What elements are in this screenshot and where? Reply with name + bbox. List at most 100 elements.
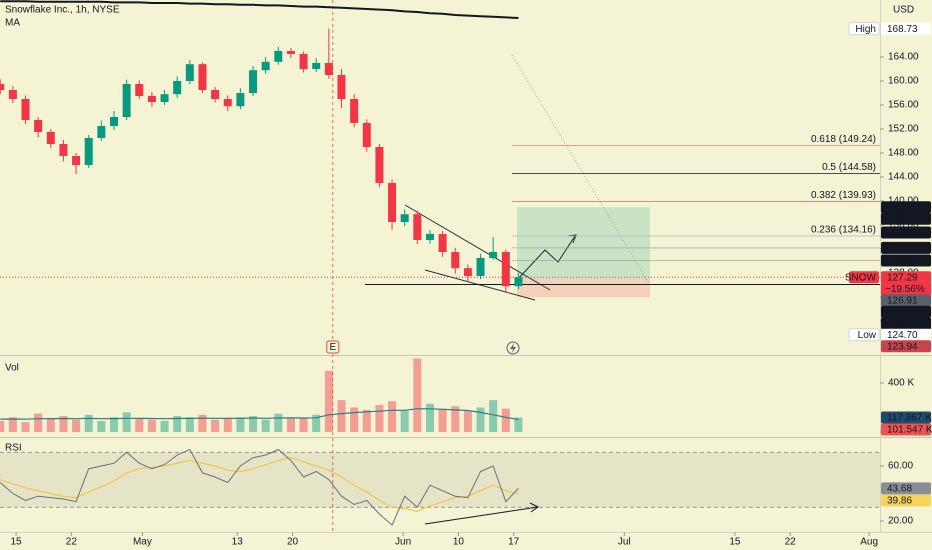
candle-body: [337, 74, 346, 99]
axis-label-box: [881, 294, 931, 307]
y-tick-label: 136.00: [888, 220, 919, 231]
volume-bar: [274, 413, 283, 432]
candle-body: [388, 182, 397, 222]
axis-label-box: [881, 494, 931, 507]
candle-body: [59, 143, 68, 156]
volume-ma-line: [0, 408, 519, 421]
axis-label-box: [881, 423, 931, 436]
volume-bar: [324, 370, 333, 432]
candle-body: [274, 50, 283, 62]
axis-label-box: [881, 201, 931, 214]
lightning-icon: [510, 343, 516, 353]
projection-arrow: [516, 235, 576, 281]
volume-bar: [249, 416, 258, 432]
x-tick-label: 10: [453, 537, 465, 548]
y-tick-label: 400 K: [888, 378, 914, 389]
volume-bar: [21, 422, 30, 432]
volume-bar: [337, 400, 346, 432]
volume-bar: [185, 417, 194, 432]
candle-body: [438, 233, 447, 252]
x-tick-label: 20: [287, 537, 299, 548]
axis-label-box: [881, 226, 931, 239]
candle-body: [312, 62, 321, 69]
axis-label: 126.12: [887, 307, 918, 318]
volume-label: Vol: [5, 363, 19, 374]
loss-zone: [517, 279, 650, 298]
volume-bar: [211, 419, 220, 432]
axis-label-box: [881, 305, 931, 318]
axis-label: 123.94: [887, 341, 918, 352]
axis-label: 117.867 K: [887, 413, 932, 424]
volume-bar: [286, 417, 295, 432]
axis-label: 101.547 K: [887, 425, 932, 436]
x-tick-label: May: [133, 537, 152, 548]
candle-body: [122, 83, 131, 117]
axis-label-box: [881, 254, 931, 267]
axis-label: 138.95: [887, 202, 918, 213]
candle-body: [173, 80, 182, 95]
currency-label: USD: [893, 5, 914, 16]
candle-body: [400, 214, 409, 222]
candle-body: [324, 62, 333, 75]
chart-title: Snowflake Inc., 1h, NYSE: [5, 5, 120, 16]
x-tick-label: Jul: [618, 537, 631, 548]
candle-body: [109, 116, 118, 126]
fib-label: 0.382 (139.93): [811, 190, 876, 201]
y-tick-label: 164.00: [888, 52, 919, 63]
candle-body: [21, 98, 30, 120]
fib-label: 0.236 (134.16): [811, 225, 876, 236]
axis-tag: Low: [858, 330, 877, 341]
candle-body: [425, 233, 434, 240]
candle-body: [236, 92, 245, 107]
candle-body: [501, 251, 510, 287]
candle-body: [72, 155, 81, 165]
axis-tag-box: [848, 22, 880, 36]
candle-body: [514, 277, 523, 287]
candle-body: [463, 268, 472, 276]
arrow-head: [567, 234, 577, 244]
volume-bar: [0, 420, 5, 432]
axis-label-box: [881, 317, 931, 330]
y-tick-label: 160.00: [888, 76, 919, 87]
volume-bar: [476, 407, 485, 432]
axis-label: 134.75: [887, 228, 918, 239]
candle-body: [46, 131, 55, 144]
volume-bar: [59, 416, 68, 432]
axis-label-box: [881, 22, 931, 35]
x-tick-label: 17: [508, 537, 520, 548]
volume-bar: [362, 409, 371, 432]
rsi-ma-line: [0, 457, 519, 512]
x-tick-label: 22: [785, 537, 797, 548]
candle-body: [451, 251, 460, 269]
volume-bar: [109, 417, 118, 432]
volume-bar: [34, 413, 43, 432]
candle-body: [489, 251, 498, 258]
x-tick-label: Aug: [860, 537, 878, 548]
candle-body: [97, 125, 106, 138]
volume-bar: [299, 418, 308, 432]
axis-label: 138.71: [887, 214, 918, 225]
axis-label-box: [881, 340, 931, 353]
candle-body: [198, 64, 207, 90]
ma-line: [0, 0, 519, 19]
x-tick-label: Jun: [395, 537, 411, 548]
volume-bar: [350, 407, 359, 432]
candle-body: [135, 83, 144, 96]
volume-bar: [501, 408, 510, 432]
rsi-divergence-line: [424, 506, 539, 525]
axis-label: 126.91: [887, 295, 918, 306]
y-tick-label: 152.00: [888, 124, 919, 135]
candle-body: [286, 50, 295, 54]
event-label: E: [329, 342, 336, 353]
y-tick-label: 20.00: [888, 516, 913, 527]
volume-bar: [46, 418, 55, 432]
axis-label: 43.68: [887, 484, 912, 495]
volume-bar: [312, 414, 321, 432]
y-tick-label: 140.00: [888, 196, 919, 207]
y-tick-label: 156.00: [888, 100, 919, 111]
candle-body: [0, 83, 5, 90]
candle-body: [249, 70, 258, 93]
volume-bar: [451, 406, 460, 432]
axis-label: 127.29: [887, 272, 918, 283]
axis-label: 39.86: [887, 496, 912, 507]
